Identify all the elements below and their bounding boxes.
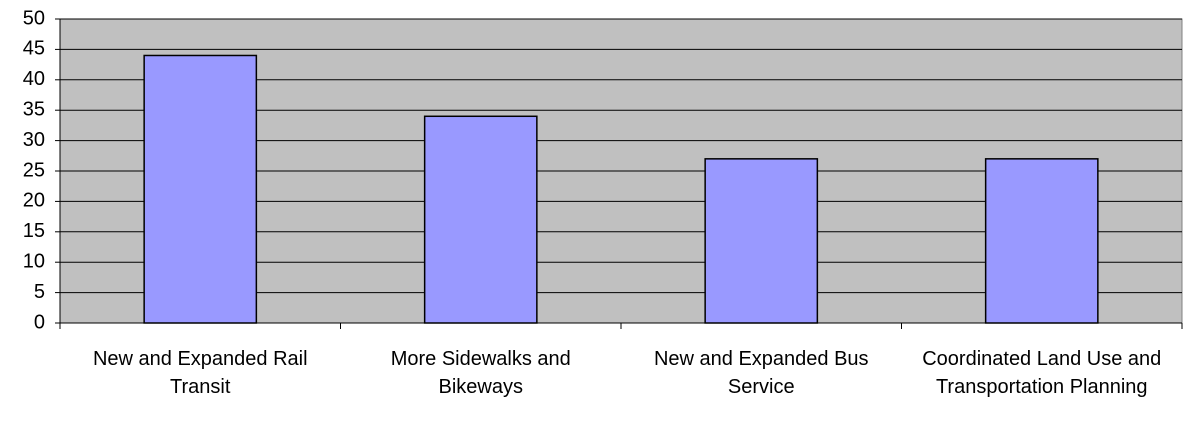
y-tick-label: 20 [23, 190, 45, 212]
x-tick-label: New and Expanded Rail Transit [92, 348, 308, 398]
bar [704, 158, 819, 324]
y-tick-label: 35 [23, 98, 45, 120]
y-tick-label: 30 [23, 129, 45, 151]
x-tick-label: More Sidewalks and Bikeways [390, 348, 571, 398]
y-tick-label: 40 [23, 68, 45, 90]
bar [984, 158, 1099, 324]
y-tick-label: 5 [34, 281, 45, 303]
bar [423, 115, 538, 324]
x-tick-label: Coordinated Land Use and Transportation … [922, 348, 1162, 398]
y-tick-label: 45 [23, 38, 45, 60]
x-tick-label: New and Expanded Bus Service [653, 348, 869, 398]
bar [143, 54, 258, 324]
y-tick-label: 25 [23, 159, 45, 181]
y-tick-label: 10 [23, 250, 45, 272]
y-tick-label: 0 [34, 311, 45, 333]
y-tick-label: 15 [23, 220, 45, 242]
y-tick-label: 50 [23, 7, 45, 29]
